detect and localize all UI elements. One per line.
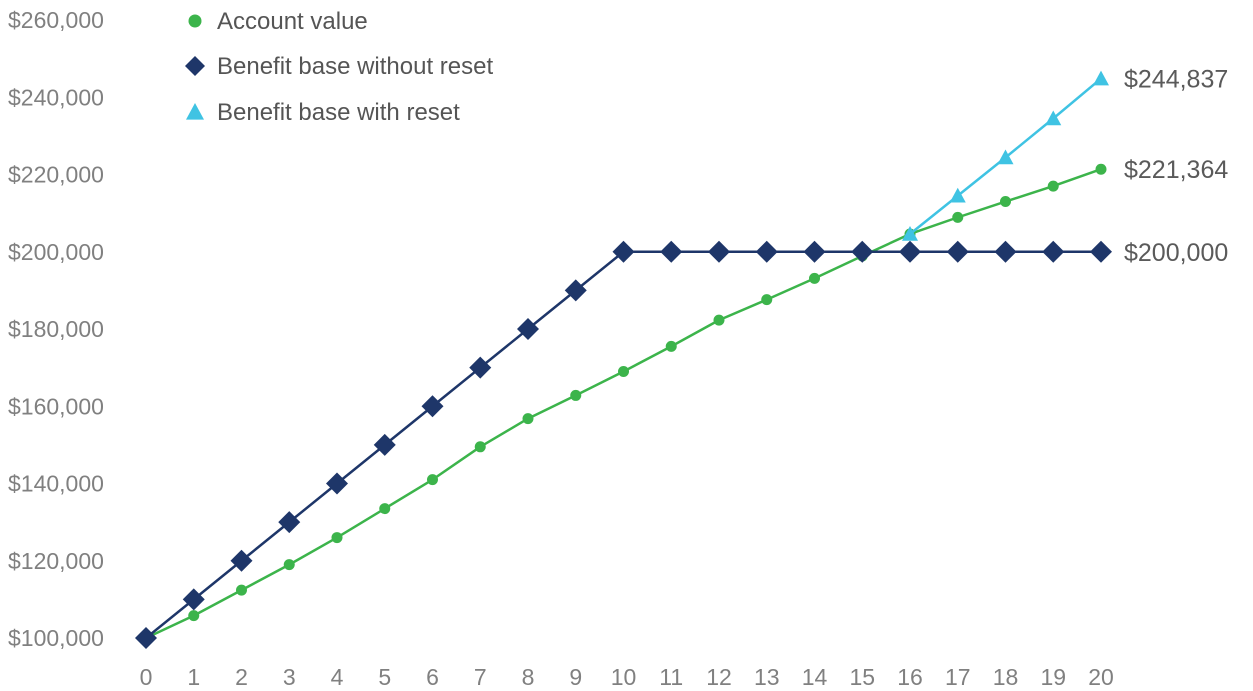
series-benefit-base-with-reset [902, 70, 1109, 241]
x-tick-label: 5 [378, 664, 391, 690]
x-tick-label: 15 [849, 664, 875, 690]
data-point [326, 472, 348, 495]
x-tick-label: 16 [897, 664, 923, 690]
y-tick-label: $140,000 [8, 471, 104, 497]
series-layer [135, 70, 1112, 649]
data-point [952, 211, 964, 223]
x-tick-label: 10 [611, 664, 637, 690]
legend-marker [188, 14, 202, 28]
end-value-label: $221,364 [1124, 156, 1228, 184]
x-tick-label: 1 [187, 664, 200, 690]
y-tick-label: $260,000 [8, 7, 104, 33]
data-point [517, 318, 539, 340]
data-point [761, 294, 773, 306]
x-tick-label: 17 [945, 664, 971, 690]
data-point [236, 584, 247, 596]
x-tick-label: 19 [1040, 664, 1066, 690]
data-point [522, 413, 534, 425]
x-tick-label: 0 [140, 664, 153, 690]
end-value-labels: $244,837 $221,364 $200,000 [1124, 66, 1228, 267]
data-point [135, 627, 157, 649]
data-point [1047, 180, 1059, 192]
data-point [331, 532, 343, 544]
data-point [1042, 240, 1065, 263]
data-point [427, 474, 438, 486]
x-tick-label: 7 [474, 664, 487, 690]
data-point [278, 511, 301, 534]
data-point [1095, 163, 1107, 175]
x-axis-tick-labels: 0 1 2 3 4 5 6 7 8 9 10 11 12 13 14 15 16 17 18 19 20 [140, 664, 1114, 690]
data-point [188, 610, 200, 622]
x-tick-label: 9 [569, 664, 582, 690]
end-value-label: $244,837 [1124, 66, 1228, 94]
data-point [665, 340, 677, 352]
legend-label: Benefit base with reset [217, 99, 460, 126]
legend-label: Benefit base without reset [217, 53, 493, 80]
data-point [421, 395, 444, 418]
y-tick-label: $240,000 [8, 84, 104, 110]
data-point [1093, 70, 1109, 86]
data-point [570, 389, 582, 401]
x-tick-label: 4 [331, 664, 344, 690]
x-tick-label: 18 [993, 664, 1019, 690]
y-tick-label: $200,000 [8, 239, 104, 265]
x-tick-label: 20 [1088, 664, 1114, 690]
y-tick-label: $120,000 [8, 548, 104, 574]
legend-item: Account value [188, 8, 368, 35]
data-point [708, 240, 730, 263]
legend-marker [185, 56, 205, 76]
data-point [902, 225, 918, 241]
data-point [182, 588, 205, 611]
x-tick-label: 2 [235, 664, 248, 690]
data-point [469, 356, 492, 379]
x-tick-label: 11 [659, 664, 683, 690]
x-tick-label: 8 [522, 664, 535, 690]
data-point [1045, 110, 1062, 126]
data-point [755, 240, 778, 263]
legend-label: Account value [217, 8, 368, 35]
data-point [997, 149, 1014, 165]
x-tick-label: 14 [802, 664, 828, 690]
y-tick-label: $180,000 [8, 316, 104, 342]
x-tick-label: 13 [754, 664, 780, 690]
data-point [474, 441, 486, 453]
end-value-label: $200,000 [1124, 239, 1228, 267]
data-point [373, 433, 396, 456]
y-tick-label: $220,000 [8, 162, 104, 188]
data-point [1000, 196, 1011, 208]
data-point [809, 272, 820, 284]
x-tick-label: 6 [426, 664, 439, 690]
data-point [803, 240, 826, 263]
data-point [946, 240, 969, 263]
x-tick-label: 12 [706, 664, 732, 690]
data-point [994, 240, 1017, 263]
y-axis-tick-labels: $100,000 $120,000 $140,000 $160,000 $180,000… [8, 7, 104, 651]
data-point [949, 187, 966, 203]
series-account-value [140, 163, 1107, 644]
data-point [660, 240, 683, 263]
x-tick-label: 3 [283, 664, 296, 690]
data-point [713, 314, 725, 326]
legend: Account value Benefit base without reset B… [185, 8, 493, 126]
data-point [379, 503, 391, 515]
data-point [564, 279, 587, 302]
data-point [1090, 240, 1112, 263]
y-tick-label: $160,000 [8, 393, 104, 419]
data-point [618, 365, 629, 377]
data-point [612, 240, 635, 263]
y-tick-label: $100,000 [8, 625, 104, 651]
data-point [283, 559, 295, 571]
legend-item: Benefit base without reset [185, 53, 493, 80]
legend-item: Benefit base with reset [186, 99, 460, 126]
legend-marker [186, 103, 204, 120]
data-point [899, 240, 921, 263]
series-benefit-base-without-reset [135, 240, 1112, 649]
data-point [851, 240, 874, 263]
data-point [230, 549, 253, 572]
series-line [145, 250, 1101, 639]
